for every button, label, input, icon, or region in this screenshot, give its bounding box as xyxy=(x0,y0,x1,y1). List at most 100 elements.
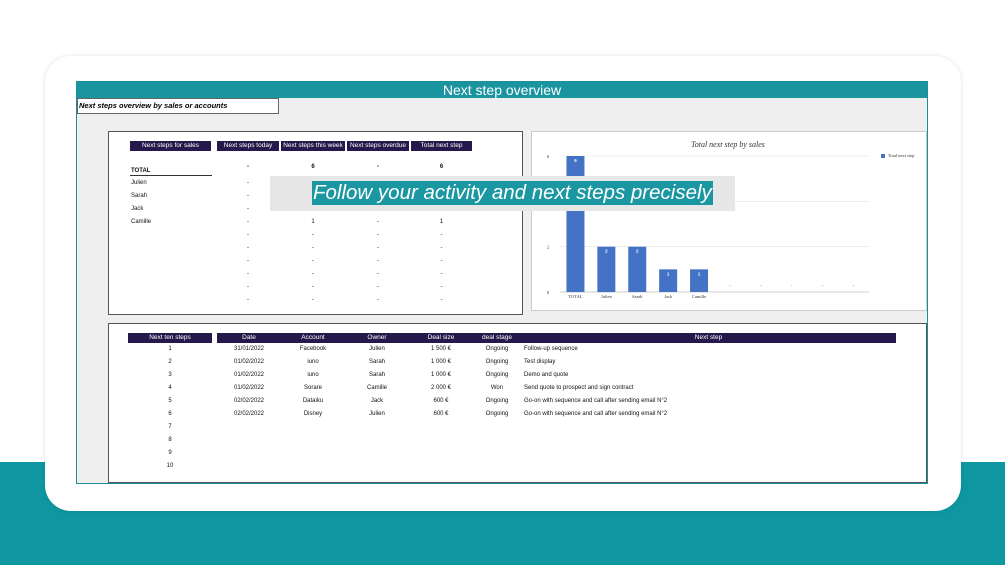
x-tick-label: Sarah xyxy=(632,294,643,299)
summary-row-value: - xyxy=(247,180,249,186)
summary-row-value: - xyxy=(247,206,249,212)
summary-row-value: - xyxy=(440,245,443,251)
step-cell-size: 1 500 € xyxy=(430,346,452,352)
step-cell-n: 7 xyxy=(168,424,172,430)
step-cell-n: 6 xyxy=(168,411,172,417)
summary-row-value: - xyxy=(247,284,249,290)
legend-label: Total next step xyxy=(888,153,915,158)
summary-row-value: 1 xyxy=(311,219,315,225)
summary-row-value: - xyxy=(377,219,379,225)
summary-row-value: - xyxy=(440,284,443,290)
step-cell-step: Follow-up sequence xyxy=(524,346,578,352)
summary-row-value: - xyxy=(312,271,314,277)
bar-value-label: 1 xyxy=(698,271,701,276)
summary-row-name: Julien xyxy=(131,180,147,186)
step-cell-step: Go-on with sequence and call after sendi… xyxy=(524,398,668,404)
step-cell-n: 3 xyxy=(168,372,172,378)
summary-row-name: Jack xyxy=(131,206,144,212)
bar-value-label: - xyxy=(760,283,762,288)
summary-header-total: Total next step xyxy=(411,141,472,151)
step-cell-stage: Ongoing xyxy=(485,398,509,404)
step-cell-n: 4 xyxy=(168,385,172,391)
bar-value-label: - xyxy=(729,283,731,288)
summary-row-value: - xyxy=(247,193,249,199)
step-cell-size: 600 € xyxy=(433,398,449,404)
total-underline xyxy=(130,175,212,176)
summary-row-value: - xyxy=(377,284,379,290)
step-cell-account: Disney xyxy=(303,411,323,417)
step-cell-n: 9 xyxy=(168,450,172,456)
next-steps-panel: Next ten steps Date Account Owner Deal s… xyxy=(108,323,927,483)
legend-swatch xyxy=(881,154,885,158)
step-cell-step: Test display xyxy=(524,359,556,365)
summary-row-value: - xyxy=(312,232,314,238)
step-cell-n: 5 xyxy=(168,398,172,404)
step-cell-account: Dataiku xyxy=(302,398,324,404)
step-cell-n: 8 xyxy=(168,437,172,443)
step-cell-n: 10 xyxy=(166,463,174,469)
step-cell-n: 1 xyxy=(168,346,172,352)
bar xyxy=(659,269,678,292)
bar-value-label: 6 xyxy=(574,158,577,163)
step-cell-size: 1 000 € xyxy=(430,372,452,378)
summary-row-value: - xyxy=(312,284,314,290)
steps-header-deal-size: Deal size xyxy=(409,333,473,343)
summary-header-week: Next steps this week xyxy=(281,141,345,151)
summary-row-value: - xyxy=(247,232,249,238)
y-tick-label: 2 xyxy=(547,245,549,250)
step-cell-n: 2 xyxy=(168,359,172,365)
summary-row-value: - xyxy=(377,258,379,264)
summary-row-value: 1 xyxy=(439,219,444,225)
step-cell-account: Facebook xyxy=(299,346,327,352)
bar-value-label: - xyxy=(791,283,793,288)
steps-header-stage: deal stage xyxy=(473,333,521,343)
summary-row-value: - xyxy=(440,258,443,264)
y-tick-label: 6 xyxy=(547,154,550,159)
summary-row-value: - xyxy=(247,297,249,303)
step-cell-account: iuno xyxy=(307,372,319,378)
step-cell-date: 02/02/2022 xyxy=(233,411,265,417)
summary-row-value: - xyxy=(377,297,379,303)
summary-total-week: 6 xyxy=(311,164,315,170)
step-cell-account: Sorare xyxy=(303,385,322,391)
steps-header-owner: Owner xyxy=(345,333,409,343)
x-tick-label: Jack xyxy=(664,294,673,299)
chart-title: Total next step by sales xyxy=(691,140,765,149)
sheet-subtitle[interactable]: Next steps overview by sales or accounts xyxy=(77,98,279,114)
step-cell-owner: Jack xyxy=(370,398,384,404)
summary-total-total: 6 xyxy=(439,164,444,170)
summary-row-value: - xyxy=(247,245,249,251)
summary-row-name: Sarah xyxy=(131,193,148,199)
summary-total-label: TOTAL xyxy=(131,168,151,174)
summary-row-value: - xyxy=(440,271,443,277)
caption-overlay-text: Follow your activity and next steps prec… xyxy=(312,181,713,205)
bar-value-label: 2 xyxy=(605,249,608,254)
summary-total-overdue: - xyxy=(377,164,379,170)
summary-total-today: - xyxy=(247,164,249,170)
step-cell-stage: Ongoing xyxy=(485,346,509,352)
steps-header-number: Next ten steps xyxy=(128,333,212,343)
bar xyxy=(597,246,616,292)
step-cell-owner: Camille xyxy=(366,385,387,391)
summary-row-value: - xyxy=(312,258,314,264)
step-cell-size: 1 000 € xyxy=(430,359,452,365)
steps-header-account: Account xyxy=(281,333,345,343)
summary-row-name: Camille xyxy=(131,219,152,225)
step-cell-size: 600 € xyxy=(433,411,449,417)
bar xyxy=(690,269,709,292)
bar-chart: 02466TOTAL2Julien2Sarah1Jack1Camille----… xyxy=(547,154,869,299)
sheet-title: Next step overview xyxy=(77,82,927,98)
summary-header-today: Next steps today xyxy=(217,141,279,151)
step-cell-date: 01/02/2022 xyxy=(233,359,265,365)
summary-row-value: - xyxy=(377,245,379,251)
spreadsheet-sheet: Next step overview Next steps overview b… xyxy=(76,81,928,484)
bar-value-label: - xyxy=(853,283,855,288)
x-tick-label: TOTAL xyxy=(568,294,583,299)
x-tick-label: Camille xyxy=(692,294,706,299)
step-cell-stage: Ongoing xyxy=(485,359,509,365)
bar-value-label: 2 xyxy=(636,249,639,254)
summary-row-value: - xyxy=(377,232,379,238)
chart-panel: Total next step by sales Total next step… xyxy=(531,131,927,311)
x-tick-label: Julien xyxy=(601,294,612,299)
steps-header-next-step: Next step xyxy=(521,333,896,343)
